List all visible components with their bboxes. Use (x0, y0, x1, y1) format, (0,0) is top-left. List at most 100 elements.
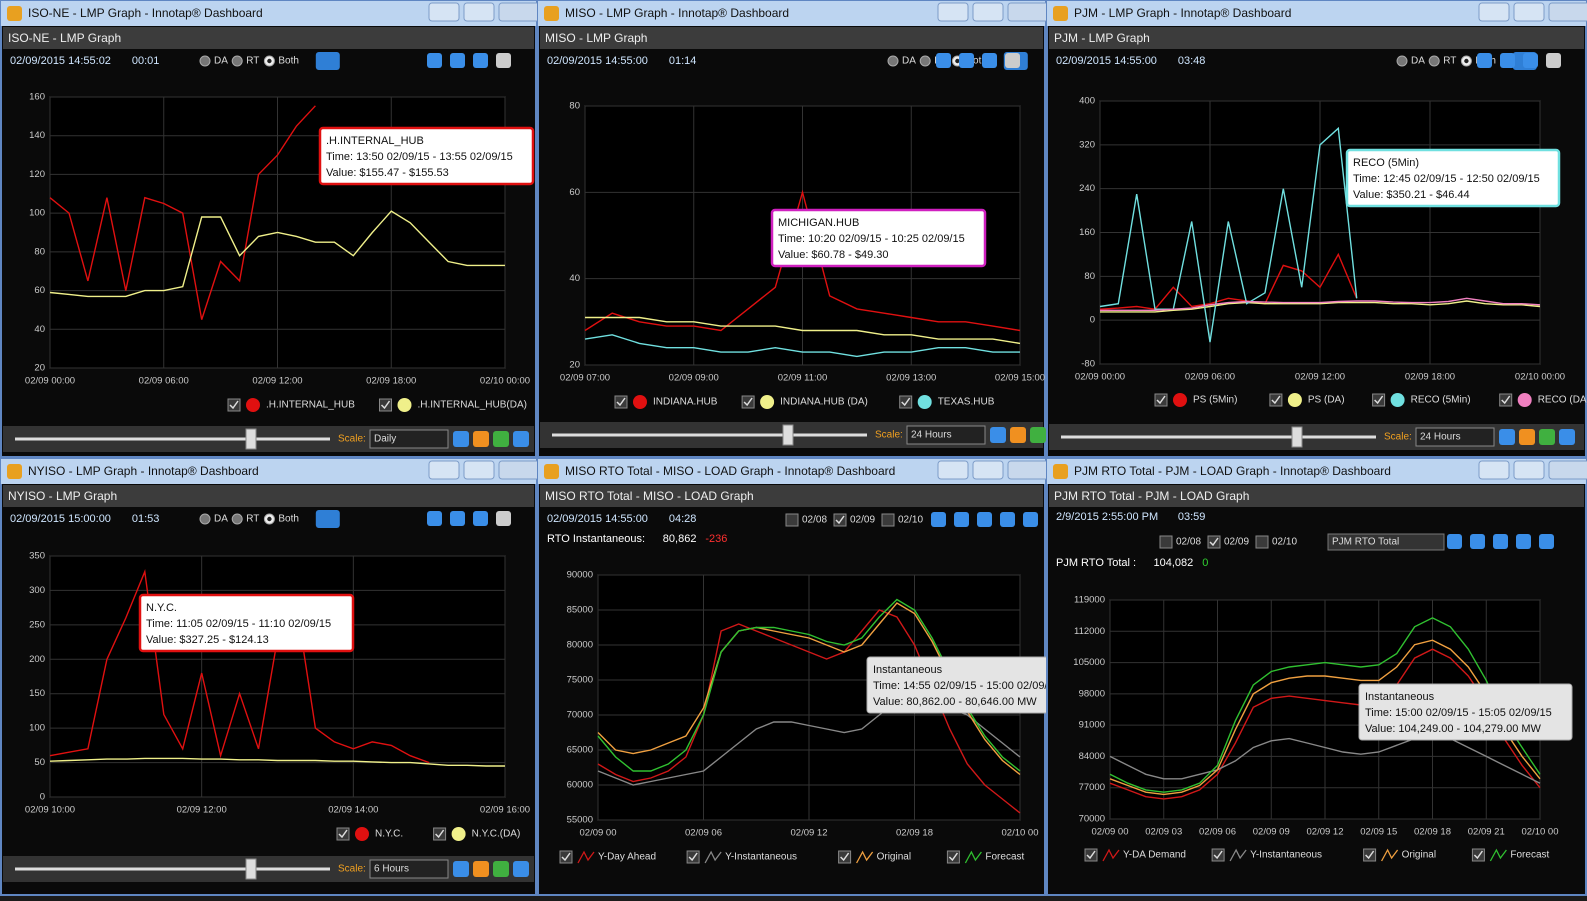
tool-icon[interactable] (1499, 429, 1515, 445)
checkbox[interactable] (1499, 393, 1513, 407)
scale-select[interactable] (369, 859, 449, 879)
tool-icon[interactable] (1023, 512, 1038, 527)
tool-icon[interactable] (1539, 534, 1554, 549)
radio[interactable] (231, 513, 243, 525)
tool-icon[interactable] (496, 53, 511, 68)
tool-icon[interactable] (473, 511, 488, 526)
tool-icon[interactable] (513, 861, 529, 877)
slider-thumb[interactable] (245, 858, 257, 880)
window-button[interactable] (498, 2, 544, 22)
menu-button[interactable] (315, 52, 340, 70)
window-button[interactable] (972, 2, 1004, 22)
scale-select[interactable] (906, 425, 986, 445)
radio[interactable] (231, 55, 243, 67)
checkbox[interactable] (1372, 393, 1386, 407)
checkbox[interactable] (785, 513, 799, 527)
scale-select[interactable] (369, 429, 449, 449)
checkbox[interactable] (1471, 848, 1485, 862)
tool-icon[interactable] (1546, 53, 1561, 68)
tool-icon[interactable] (1493, 534, 1508, 549)
radio[interactable] (919, 55, 931, 67)
tool-icon[interactable] (1010, 427, 1026, 443)
window-button[interactable] (937, 2, 969, 22)
radio[interactable] (199, 55, 211, 67)
tool-icon[interactable] (493, 861, 509, 877)
tool-icon[interactable] (513, 431, 529, 447)
select-box[interactable] (1327, 533, 1445, 551)
window-button[interactable] (428, 460, 460, 480)
window-button[interactable] (1478, 460, 1510, 480)
window-button[interactable] (1007, 460, 1053, 480)
tool-icon[interactable] (493, 431, 509, 447)
tool-icon[interactable] (1559, 429, 1575, 445)
slider-thumb[interactable] (1291, 426, 1303, 448)
checkbox[interactable] (838, 850, 852, 864)
radio[interactable] (1428, 55, 1440, 67)
tool-icon[interactable] (1500, 53, 1515, 68)
checkbox[interactable] (227, 398, 241, 412)
tool-icon[interactable] (1447, 534, 1462, 549)
tool-icon[interactable] (931, 512, 946, 527)
window-button[interactable] (1513, 2, 1545, 22)
tool-icon[interactable] (453, 861, 469, 877)
checkbox[interactable] (1159, 535, 1173, 549)
checkbox[interactable] (1363, 848, 1377, 862)
checkbox[interactable] (833, 513, 847, 527)
checkbox[interactable] (946, 850, 960, 864)
tool-icon[interactable] (936, 53, 951, 68)
tool-icon[interactable] (954, 512, 969, 527)
tool-icon[interactable] (473, 861, 489, 877)
window-button[interactable] (498, 460, 544, 480)
checkbox[interactable] (433, 827, 447, 841)
checkbox[interactable] (899, 395, 913, 409)
tool-icon[interactable] (453, 431, 469, 447)
checkbox[interactable] (614, 395, 628, 409)
tool-icon[interactable] (1516, 534, 1531, 549)
checkbox[interactable] (379, 398, 392, 412)
tool-icon[interactable] (1523, 53, 1538, 68)
tool-icon[interactable] (977, 512, 992, 527)
radio[interactable] (199, 513, 211, 525)
tool-icon[interactable] (1005, 53, 1020, 68)
radio[interactable] (1396, 55, 1408, 67)
window-button[interactable] (937, 460, 969, 480)
tool-icon[interactable] (1030, 427, 1046, 443)
window-button[interactable] (1007, 2, 1053, 22)
checkbox[interactable] (336, 827, 350, 841)
tool-icon[interactable] (450, 53, 465, 68)
tool-icon[interactable] (427, 53, 442, 68)
checkbox[interactable] (1207, 535, 1221, 549)
radio[interactable] (887, 55, 899, 67)
scale-select[interactable] (1415, 427, 1495, 447)
tool-icon[interactable] (1000, 512, 1015, 527)
tool-icon[interactable] (1470, 534, 1485, 549)
checkbox[interactable] (1269, 393, 1283, 407)
checkbox[interactable] (1084, 848, 1098, 862)
tool-icon[interactable] (982, 53, 997, 68)
checkbox[interactable] (881, 513, 895, 527)
tool-icon[interactable] (496, 511, 511, 526)
tool-icon[interactable] (990, 427, 1006, 443)
window-button[interactable] (1548, 2, 1587, 22)
checkbox[interactable] (741, 395, 755, 409)
window-button[interactable] (428, 2, 460, 22)
menu-button[interactable] (315, 510, 340, 528)
checkbox[interactable] (559, 850, 573, 864)
tool-icon[interactable] (1539, 429, 1555, 445)
tool-icon[interactable] (959, 53, 974, 68)
tool-icon[interactable] (450, 511, 465, 526)
window-button[interactable] (1478, 2, 1510, 22)
window-button[interactable] (972, 460, 1004, 480)
checkbox[interactable] (1211, 848, 1225, 862)
window-button[interactable] (1513, 460, 1545, 480)
tool-icon[interactable] (473, 431, 489, 447)
slider-thumb[interactable] (245, 428, 257, 450)
tool-icon[interactable] (473, 53, 488, 68)
window-button[interactable] (463, 460, 495, 480)
tool-icon[interactable] (1477, 53, 1492, 68)
checkbox[interactable] (686, 850, 700, 864)
slider-thumb[interactable] (782, 424, 794, 446)
window-button[interactable] (1548, 460, 1587, 480)
tool-icon[interactable] (1519, 429, 1535, 445)
window-button[interactable] (463, 2, 495, 22)
